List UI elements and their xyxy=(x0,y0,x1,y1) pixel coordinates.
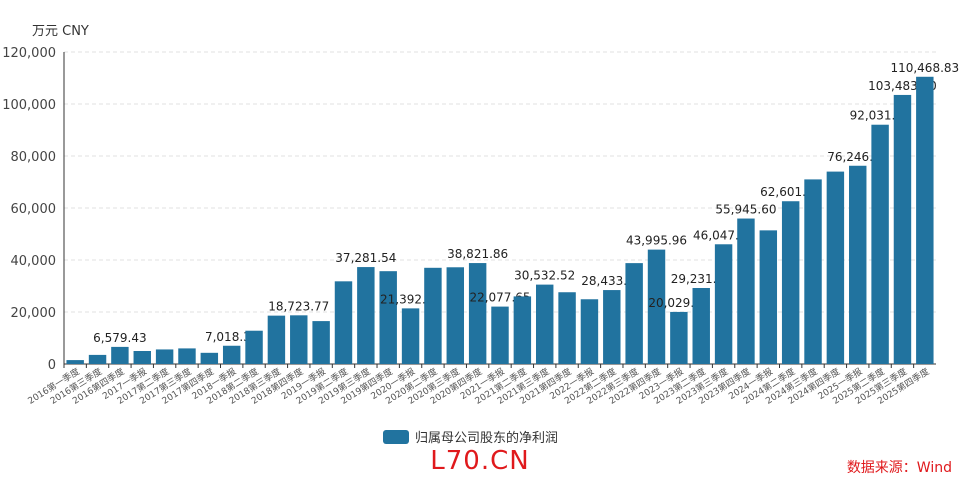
bar[interactable] xyxy=(580,299,599,364)
bar[interactable] xyxy=(312,321,330,364)
bar[interactable] xyxy=(222,345,241,364)
bar[interactable] xyxy=(781,201,800,364)
y-tick-label: 60,000 xyxy=(11,202,57,217)
legend-swatch xyxy=(383,429,409,444)
bar[interactable] xyxy=(290,315,308,364)
bar[interactable] xyxy=(692,287,710,364)
data-label: 43,995.96 xyxy=(626,234,687,248)
legend[interactable]: 归属母公司股东的净利润 xyxy=(383,427,558,446)
data-label: 110,468.83 xyxy=(890,61,959,75)
data-label: 6,579.43 xyxy=(93,331,146,345)
bar[interactable] xyxy=(200,352,219,364)
y-tick-label: 0 xyxy=(48,358,56,373)
data-label: 55,945.60 xyxy=(715,203,776,217)
bar[interactable] xyxy=(379,271,397,364)
bar[interactable] xyxy=(111,346,129,364)
data-label: 18,723.77 xyxy=(268,299,329,313)
data-label: 37,281.54 xyxy=(335,251,396,265)
bar[interactable] xyxy=(916,76,934,365)
bar[interactable] xyxy=(401,308,420,364)
bar[interactable] xyxy=(871,124,889,364)
bar[interactable] xyxy=(133,351,151,364)
bar[interactable] xyxy=(603,290,621,364)
bar[interactable] xyxy=(155,349,174,364)
bar[interactable] xyxy=(88,354,107,364)
bar[interactable] xyxy=(759,230,778,364)
bar[interactable] xyxy=(446,267,465,364)
watermark: L70.CN xyxy=(430,446,530,476)
bar[interactable] xyxy=(424,267,442,364)
bar[interactable] xyxy=(670,311,688,364)
bar[interactable] xyxy=(178,348,196,364)
bar[interactable] xyxy=(647,249,666,364)
bar[interactable] xyxy=(849,165,867,364)
y-tick-label: 120,000 xyxy=(2,46,56,61)
data-label: 7,018.33 xyxy=(205,330,258,344)
bar[interactable] xyxy=(66,360,84,364)
bar[interactable] xyxy=(737,218,755,364)
bar[interactable] xyxy=(513,296,532,364)
y-tick-label: 100,000 xyxy=(2,98,56,113)
data-source-note: 数据来源：Wind xyxy=(846,460,952,476)
bar[interactable] xyxy=(625,263,643,364)
data-label: 38,821.86 xyxy=(447,247,508,261)
bar[interactable] xyxy=(468,263,487,364)
y-tick-label: 20,000 xyxy=(11,306,57,321)
bar[interactable] xyxy=(334,281,353,364)
bar[interactable] xyxy=(357,267,375,364)
bar[interactable] xyxy=(535,284,554,364)
data-label: 30,532.52 xyxy=(514,269,575,283)
y-axis-unit-label: 万元 CNY xyxy=(32,24,89,39)
bar[interactable] xyxy=(558,292,576,364)
bar[interactable] xyxy=(491,306,509,364)
bar[interactable] xyxy=(267,315,286,364)
bar[interactable] xyxy=(245,330,263,364)
bar[interactable] xyxy=(804,179,822,364)
y-tick-label: 80,000 xyxy=(11,150,57,165)
bar[interactable] xyxy=(893,94,912,364)
y-tick-label: 40,000 xyxy=(11,254,57,269)
bar[interactable] xyxy=(826,171,845,364)
bar[interactable] xyxy=(714,244,733,364)
legend-label: 归属母公司股东的净利润 xyxy=(415,431,559,446)
